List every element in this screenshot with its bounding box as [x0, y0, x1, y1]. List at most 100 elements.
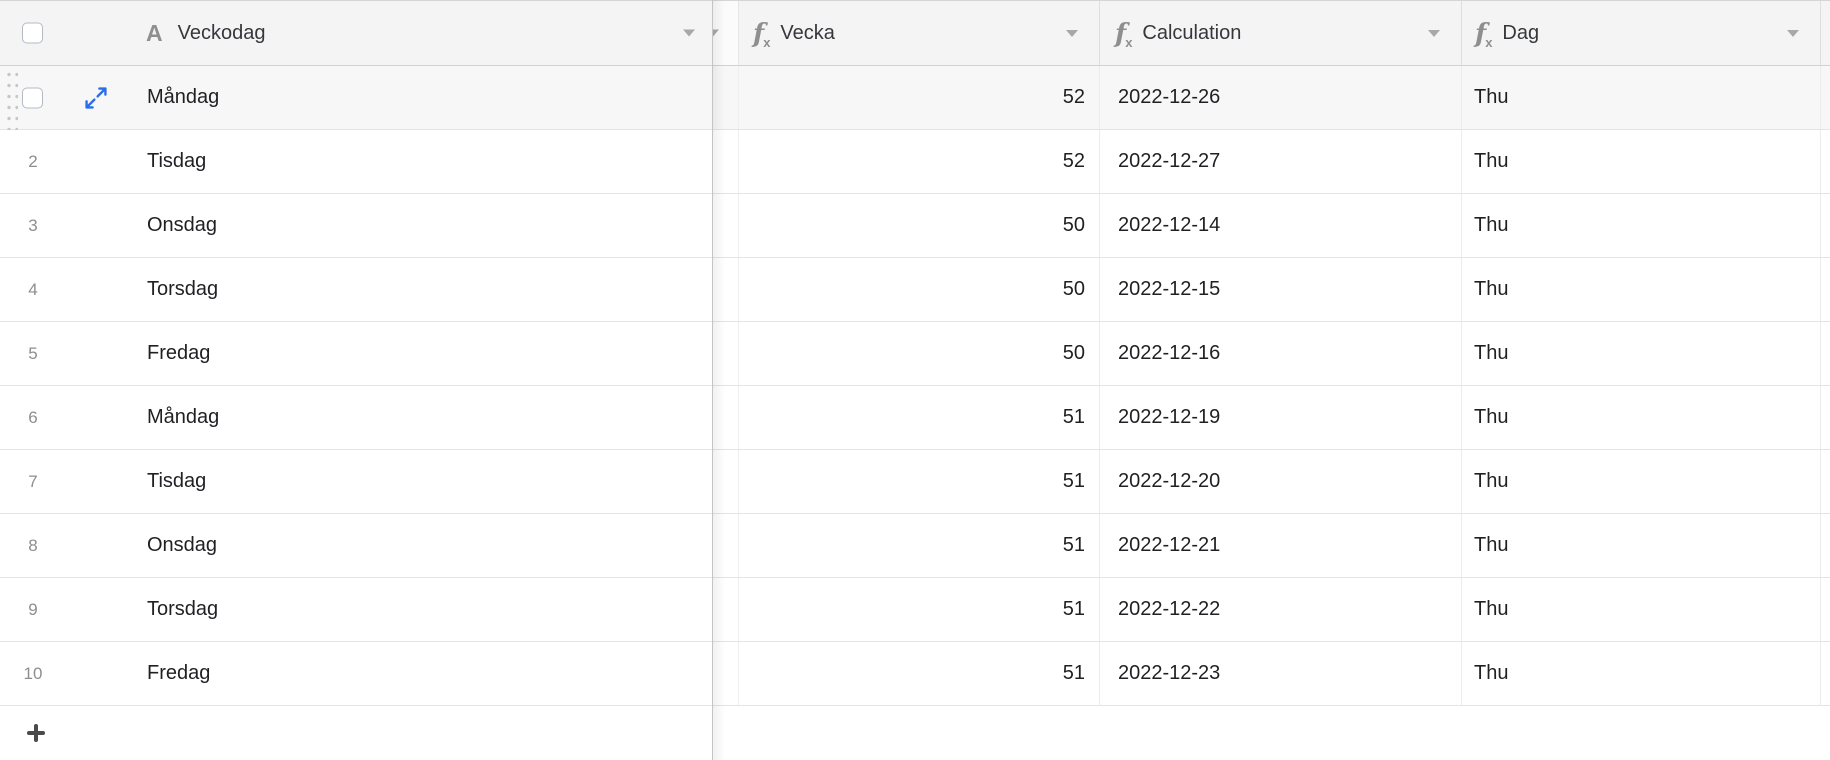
cell-dag[interactable]: Thu [1461, 514, 1820, 577]
vecka-value: 52 [1062, 86, 1085, 108]
caret-down-icon[interactable] [1066, 29, 1078, 37]
select-all-checkbox[interactable] [22, 22, 43, 44]
row-number[interactable]: 7 [28, 471, 38, 491]
cell-calculation[interactable]: 2022-12-21 [1099, 514, 1461, 577]
cell-dag[interactable]: Thu [1461, 386, 1820, 449]
clipped-caret-down-icon [712, 29, 719, 37]
cell-veckodag[interactable]: 4 Torsdag [0, 258, 712, 321]
drag-handle-icon[interactable] [3, 65, 18, 130]
cell-veckodag[interactable]: 8 Onsdag [0, 514, 712, 577]
cell-dag[interactable]: Thu [1461, 322, 1820, 385]
cell-dag[interactable]: Thu [1461, 194, 1820, 257]
row-filler [1820, 578, 1830, 641]
frozen-gap [712, 386, 738, 449]
cell-veckodag[interactable]: 7 Tisdag [0, 450, 712, 513]
cell-vecka[interactable]: 51 [738, 450, 1099, 513]
column-label: Veckodag [177, 21, 266, 44]
table-row: 2 Tisdag 52 2022-12-27 Thu [0, 130, 1830, 194]
cell-veckodag[interactable]: 3 Onsdag [0, 194, 712, 257]
vecka-value: 52 [1062, 150, 1085, 172]
cell-veckodag[interactable]: 2 Tisdag [0, 130, 712, 193]
cell-calculation[interactable]: 2022-12-19 [1099, 386, 1461, 449]
expand-record-button[interactable] [83, 85, 109, 111]
cell-vecka[interactable]: 50 [738, 258, 1099, 321]
cell-calculation[interactable]: 2022-12-20 [1099, 450, 1461, 513]
cell-vecka[interactable]: 51 [738, 514, 1099, 577]
row-number[interactable]: 3 [28, 215, 38, 235]
cell-vecka[interactable]: 52 [738, 66, 1099, 129]
cell-vecka[interactable]: 52 [738, 130, 1099, 193]
cell-calculation[interactable]: 2022-12-26 [1099, 66, 1461, 129]
weekday-text: Torsdag [147, 278, 219, 300]
row-number[interactable]: 2 [28, 151, 38, 171]
row-filler [1820, 450, 1830, 513]
row-number[interactable]: 4 [28, 279, 38, 299]
cell-dag[interactable]: Thu [1461, 66, 1820, 129]
frozen-gap [712, 578, 738, 641]
weekday-text: Tisdag [147, 470, 207, 492]
dag-value: Thu [1474, 598, 1509, 620]
row-number[interactable]: 8 [28, 535, 38, 555]
cell-vecka[interactable]: 51 [738, 642, 1099, 705]
cell-dag[interactable]: Thu [1461, 642, 1820, 705]
frozen-gap [712, 514, 738, 577]
vecka-value: 51 [1062, 662, 1085, 684]
dag-value: Thu [1474, 342, 1509, 364]
cell-calculation[interactable]: 2022-12-14 [1099, 194, 1461, 257]
caret-down-icon[interactable] [683, 29, 695, 37]
caret-down-icon[interactable] [1428, 29, 1440, 37]
table-row: 3 Onsdag 50 2022-12-14 Thu [0, 194, 1830, 258]
cell-dag[interactable]: Thu [1461, 130, 1820, 193]
column-label: Vecka [780, 21, 835, 44]
cell-vecka[interactable]: 50 [738, 194, 1099, 257]
vecka-value: 51 [1062, 470, 1085, 492]
cell-calculation[interactable]: 2022-12-23 [1099, 642, 1461, 705]
row-checkbox[interactable] [22, 87, 43, 108]
cell-veckodag[interactable]: 5 Fredag [0, 322, 712, 385]
weekday-text: Fredag [147, 662, 211, 684]
row-filler [1820, 514, 1830, 577]
frozen-gap [712, 66, 738, 129]
cell-veckodag[interactable]: 6 Måndag [0, 386, 712, 449]
column-header-veckodag[interactable]: A Veckodag [0, 1, 712, 65]
text-field-icon: A [146, 19, 163, 46]
row-filler [1820, 386, 1830, 449]
cell-dag[interactable]: Thu [1461, 450, 1820, 513]
cell-veckodag[interactable]: 10 Fredag [0, 642, 712, 705]
cell-calculation[interactable]: 2022-12-16 [1099, 322, 1461, 385]
table-row: 5 Fredag 50 2022-12-16 Thu [0, 322, 1830, 386]
row-number[interactable]: 5 [28, 343, 38, 363]
weekday-text: Onsdag [147, 534, 218, 556]
cell-calculation[interactable]: 2022-12-27 [1099, 130, 1461, 193]
cell-calculation[interactable]: 2022-12-22 [1099, 578, 1461, 641]
cell-dag[interactable]: Thu [1461, 578, 1820, 641]
cell-veckodag[interactable]: 1 Måndag [0, 65, 712, 130]
frozen-gap [712, 450, 738, 513]
frozen-gap [712, 130, 738, 193]
dag-value: Thu [1474, 662, 1509, 684]
calculation-value: 2022-12-16 [1118, 342, 1221, 364]
table-row: 1 Måndag 52 2022-12-26 Thu [0, 65, 1830, 130]
row-number[interactable]: 10 [23, 663, 43, 683]
weekday-text: Torsdag [147, 598, 219, 620]
table-row: 9 Torsdag 51 2022-12-22 Thu [0, 578, 1830, 642]
rows-container: 1 Måndag 52 2022-12-26 Thu 2 [0, 65, 1830, 706]
cell-dag[interactable]: Thu [1461, 258, 1820, 321]
frozen-gap [712, 642, 738, 705]
cell-vecka[interactable]: 51 [738, 386, 1099, 449]
caret-down-icon[interactable] [1787, 29, 1799, 37]
add-record-button[interactable] [27, 724, 45, 742]
weekday-text: Måndag [147, 86, 220, 108]
cell-vecka[interactable]: 51 [738, 578, 1099, 641]
row-filler [1820, 194, 1830, 257]
cell-veckodag[interactable]: 9 Torsdag [0, 578, 712, 641]
dag-value: Thu [1474, 406, 1509, 428]
cell-calculation[interactable]: 2022-12-15 [1099, 258, 1461, 321]
cell-vecka[interactable]: 50 [738, 322, 1099, 385]
row-number[interactable]: 9 [28, 599, 38, 619]
row-number[interactable]: 6 [28, 407, 38, 427]
